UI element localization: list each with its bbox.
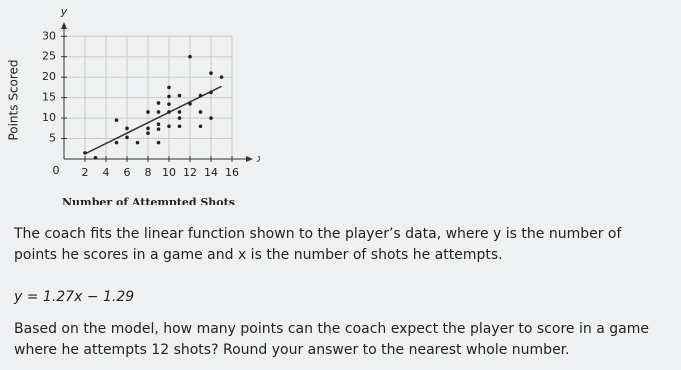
point	[177, 124, 182, 129]
point	[177, 116, 182, 120]
point	[198, 124, 203, 129]
question-intro: The coach fits the linear function shown…	[14, 226, 622, 263]
point	[209, 71, 213, 75]
x-arrow	[246, 156, 253, 162]
y-tick-label: 20	[42, 70, 56, 83]
x-tick-label: 10	[162, 166, 176, 179]
point	[146, 126, 150, 131]
y-tick-label: 10	[42, 111, 56, 124]
point	[146, 131, 150, 136]
point	[177, 110, 182, 114]
y-axis-letter: y	[60, 5, 68, 18]
point	[156, 101, 161, 105]
point	[125, 135, 129, 140]
point	[146, 110, 150, 114]
point	[167, 102, 171, 106]
x-tick-label: 4	[103, 166, 110, 179]
y-tick-label: 25	[42, 50, 56, 63]
point	[188, 54, 192, 59]
x-axis-letter: x	[256, 152, 260, 165]
point	[188, 101, 192, 106]
point	[114, 140, 119, 145]
point	[93, 155, 98, 160]
x-tick-label: 6	[124, 166, 131, 179]
x-tick-label: 14	[204, 166, 218, 179]
point	[167, 110, 171, 114]
chart: Number of Attempted Shots Points Scored …	[7, 5, 261, 205]
y-arrow	[61, 22, 67, 29]
point	[177, 93, 182, 98]
point	[198, 93, 203, 98]
x-tick-label: 2	[82, 166, 89, 179]
point	[209, 116, 213, 120]
y-tick-label: 5	[49, 132, 56, 145]
point	[125, 126, 129, 131]
point	[167, 94, 171, 99]
origin-label: 0	[53, 164, 60, 177]
point	[167, 85, 171, 90]
x-tick-label: 8	[145, 166, 152, 179]
point	[219, 75, 224, 79]
point	[198, 110, 203, 114]
point	[156, 122, 161, 127]
x-tick-label: 12	[183, 166, 197, 179]
fit-line	[84, 85, 222, 155]
point	[135, 140, 140, 145]
equation: y = 1.27x − 1.29	[14, 289, 135, 305]
point	[167, 124, 171, 129]
y-axis-label: Points Scored	[7, 59, 21, 140]
question-prompt: Based on the model, how many points can …	[14, 321, 649, 358]
point	[156, 140, 161, 145]
point	[156, 127, 161, 131]
point	[114, 118, 119, 122]
point	[156, 110, 161, 114]
x-axis-label: Number of Attempted Shots	[62, 196, 235, 205]
point	[209, 90, 213, 95]
x-tick-label: 16	[225, 166, 239, 179]
point	[83, 151, 87, 155]
y-tick-label: 30	[42, 29, 56, 42]
y-tick-label: 15	[42, 91, 56, 104]
